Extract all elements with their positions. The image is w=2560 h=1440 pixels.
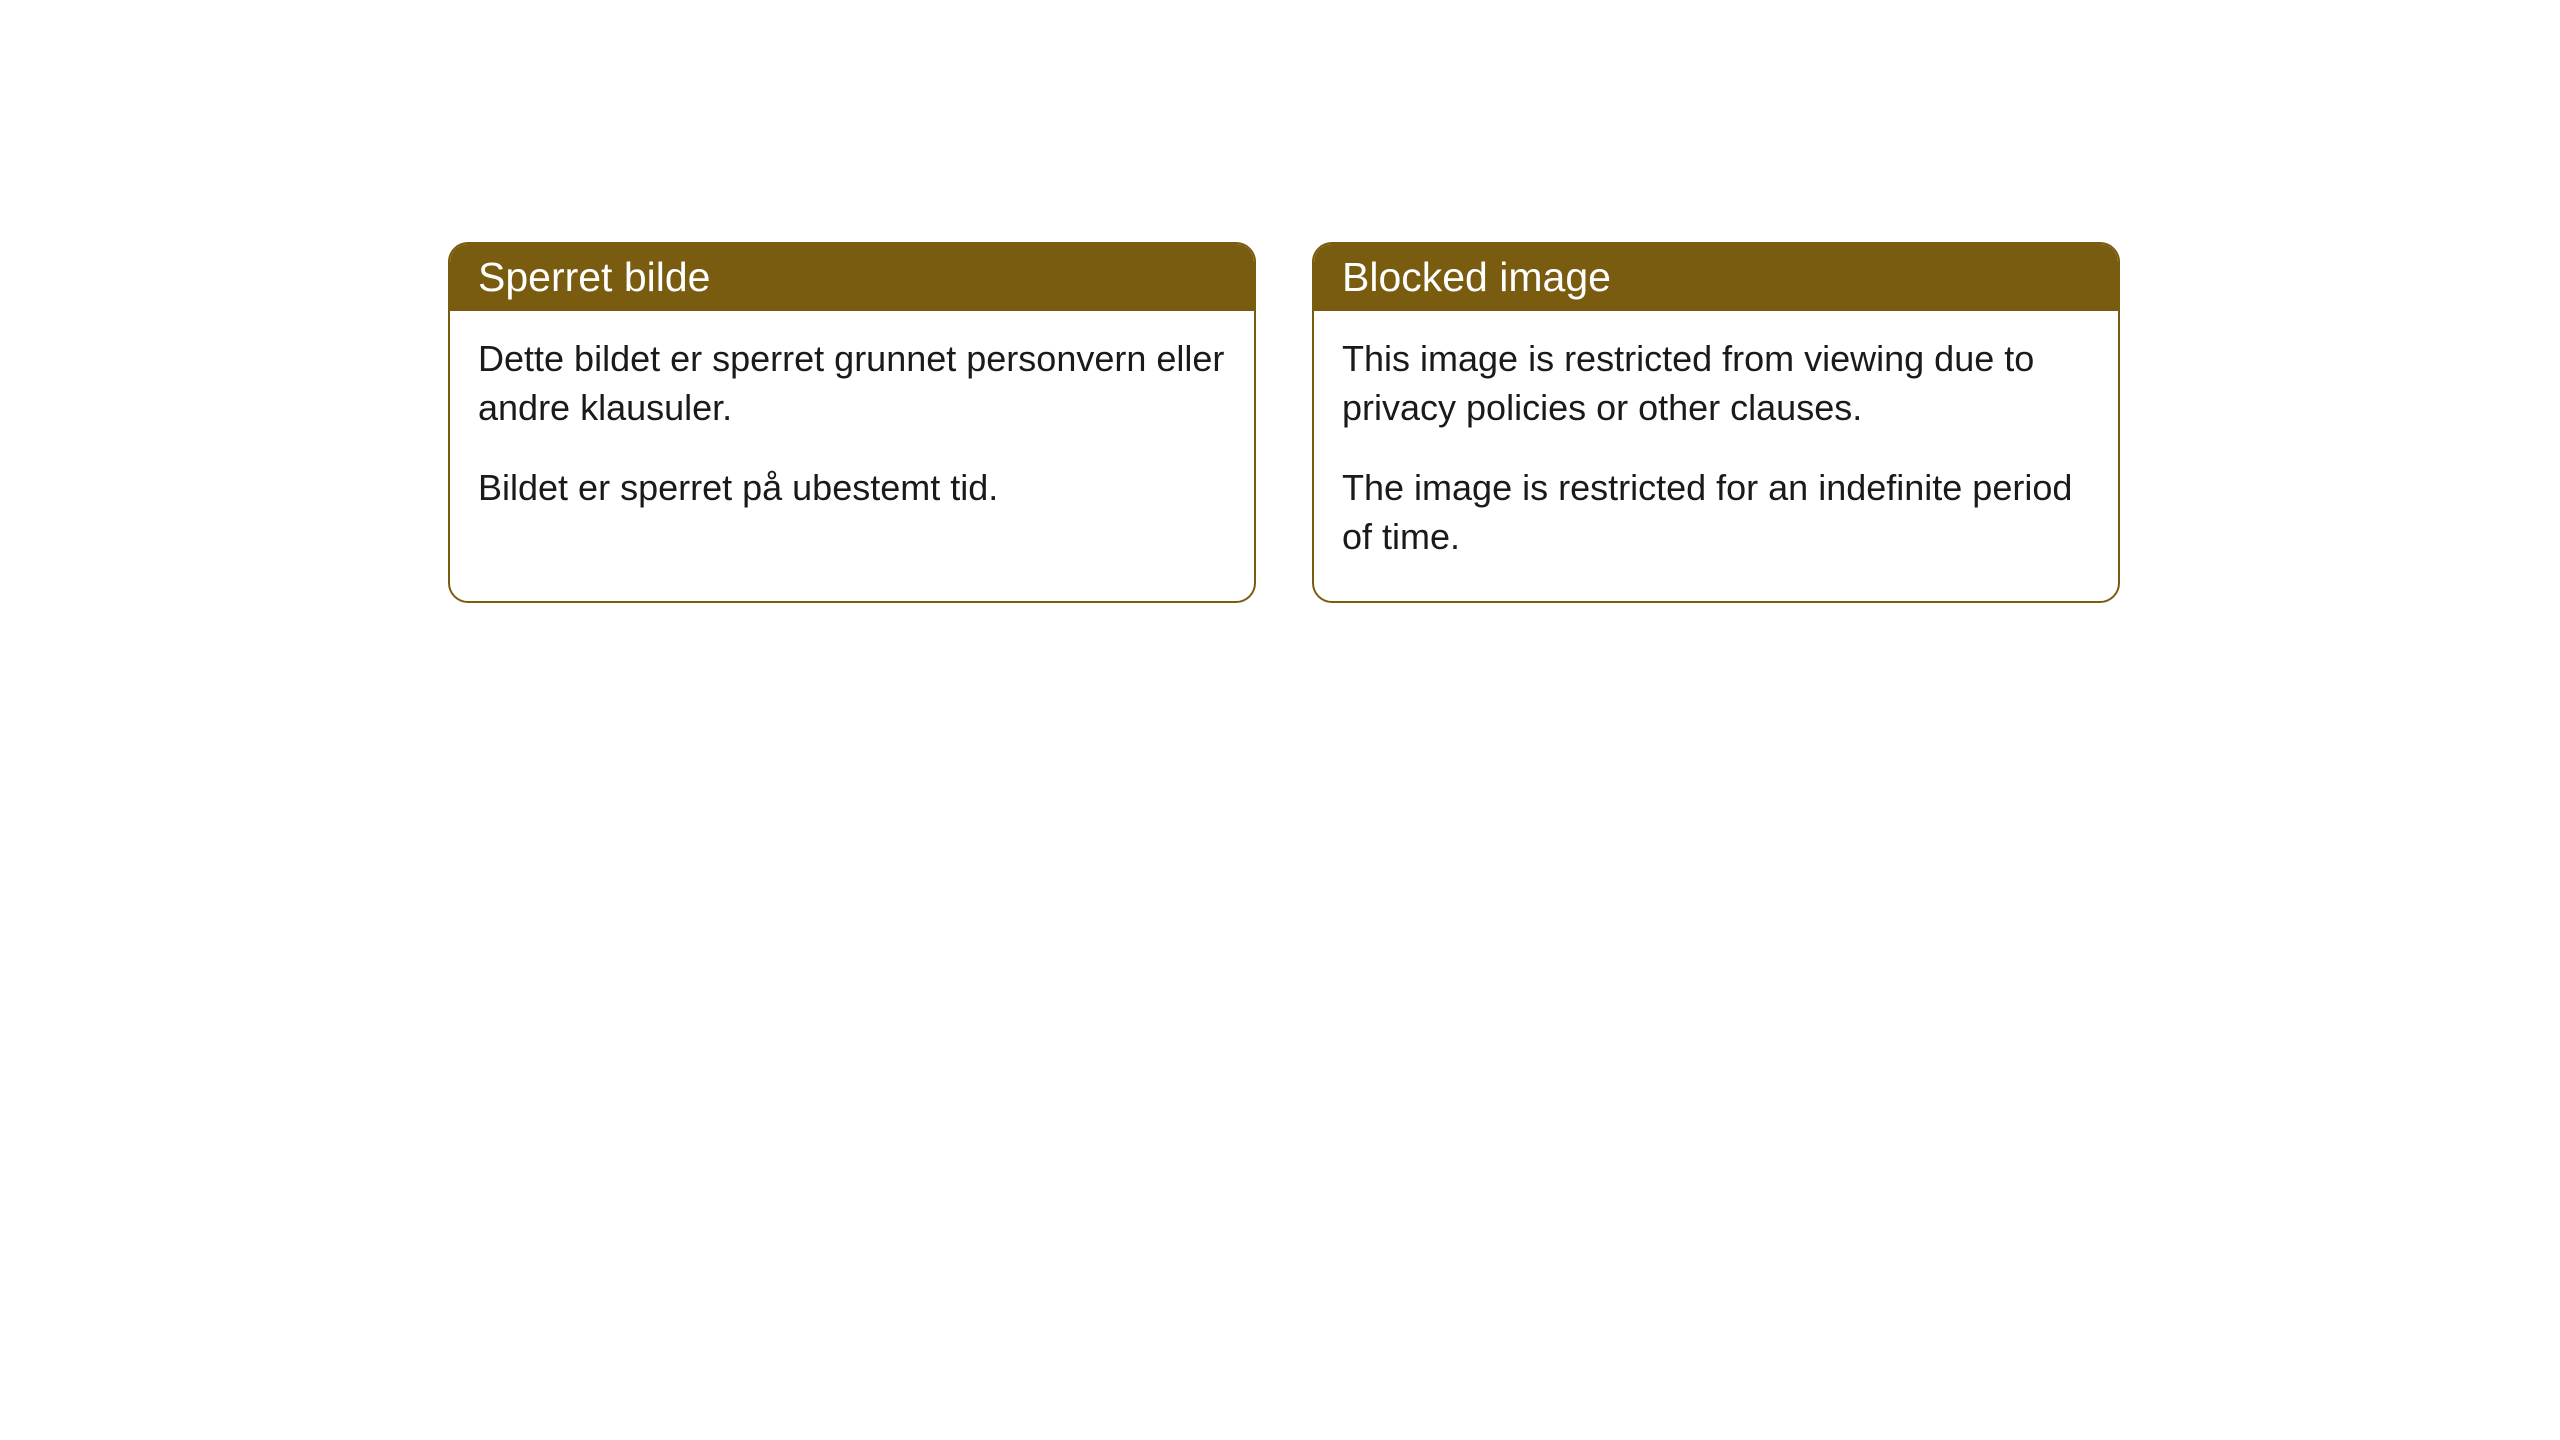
card-body-norwegian: Dette bildet er sperret grunnet personve… bbox=[450, 311, 1254, 553]
card-body-english: This image is restricted from viewing du… bbox=[1314, 311, 2118, 601]
card-header-norwegian: Sperret bilde bbox=[450, 244, 1254, 311]
notice-cards-container: Sperret bilde Dette bildet er sperret gr… bbox=[448, 242, 2120, 603]
card-title: Sperret bilde bbox=[478, 254, 710, 300]
card-paragraph: Bildet er sperret på ubestemt tid. bbox=[478, 464, 1226, 513]
card-paragraph: The image is restricted for an indefinit… bbox=[1342, 464, 2090, 561]
notice-card-norwegian: Sperret bilde Dette bildet er sperret gr… bbox=[448, 242, 1256, 603]
card-header-english: Blocked image bbox=[1314, 244, 2118, 311]
notice-card-english: Blocked image This image is restricted f… bbox=[1312, 242, 2120, 603]
card-title: Blocked image bbox=[1342, 254, 1611, 300]
card-paragraph: Dette bildet er sperret grunnet personve… bbox=[478, 335, 1226, 432]
card-paragraph: This image is restricted from viewing du… bbox=[1342, 335, 2090, 432]
